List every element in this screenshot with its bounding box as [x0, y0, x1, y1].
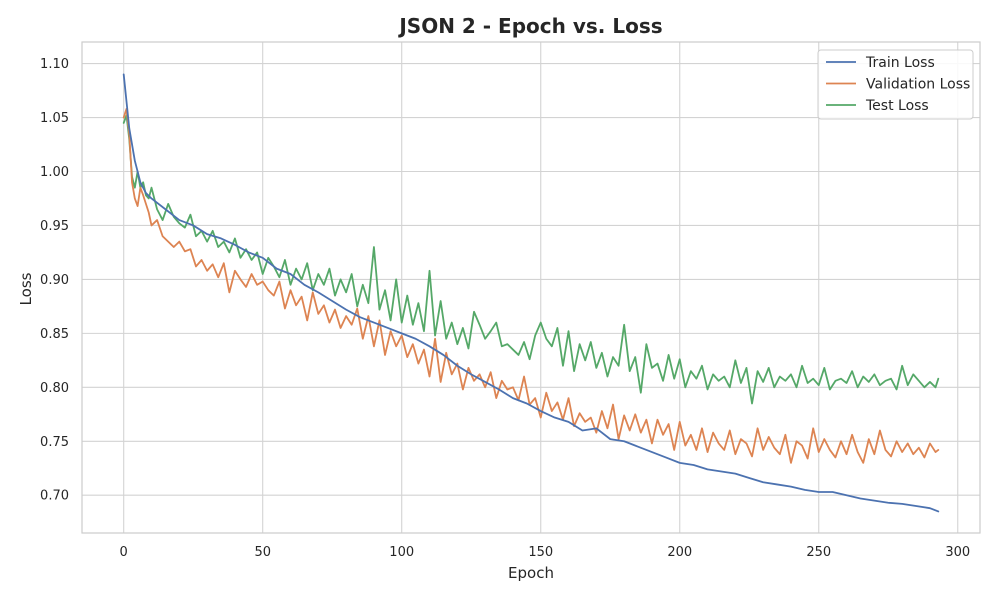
- y-tick-label: 1.00: [40, 165, 69, 180]
- series-line-train-loss: [122, 73, 940, 513]
- y-tick-label: 0.70: [40, 489, 69, 504]
- series-line-validation-loss: [122, 108, 940, 464]
- x-tick-label: 300: [945, 545, 970, 560]
- x-tick-label: 50: [254, 545, 271, 560]
- x-tick-label: 150: [528, 545, 553, 560]
- y-tick-label: 0.75: [40, 435, 69, 450]
- y-tick-labels: 0.70 0.75 0.80 0.85 0.90 0.95 1.00 1.05 1.10: [40, 57, 69, 504]
- y-tick-label: 1.05: [40, 111, 69, 126]
- x-tick-label: 250: [806, 545, 831, 560]
- legend-items: Train Loss Validation Loss Test Loss: [826, 55, 970, 114]
- y-tick-label: 0.80: [40, 381, 69, 396]
- y-tick-label: 0.90: [40, 273, 69, 288]
- legend: Train Loss Validation Loss Test Loss: [817, 49, 974, 120]
- y-tick-label: 1.10: [40, 57, 69, 72]
- chart-title: JSON 2 - Epoch vs. Loss: [397, 14, 662, 38]
- legend-box: [817, 49, 974, 120]
- x-tick-labels: 0 50 100 150 200 250 300: [120, 545, 971, 560]
- series-lines: [122, 73, 940, 513]
- series-line-test-loss: [122, 114, 940, 405]
- x-tick-label: 0: [120, 545, 128, 560]
- legend-label: Train Loss: [865, 55, 935, 71]
- legend-label: Test Loss: [865, 98, 929, 114]
- grid: [82, 42, 980, 533]
- x-tick-label: 100: [389, 545, 414, 560]
- y-tick-label: 0.95: [40, 219, 69, 234]
- plot-frame: [81, 41, 981, 534]
- x-tick-label: 200: [667, 545, 692, 560]
- legend-label: Validation Loss: [866, 77, 970, 93]
- y-axis-label: Loss: [17, 272, 35, 305]
- x-axis-label: Epoch: [508, 564, 554, 582]
- y-tick-label: 0.85: [40, 327, 69, 342]
